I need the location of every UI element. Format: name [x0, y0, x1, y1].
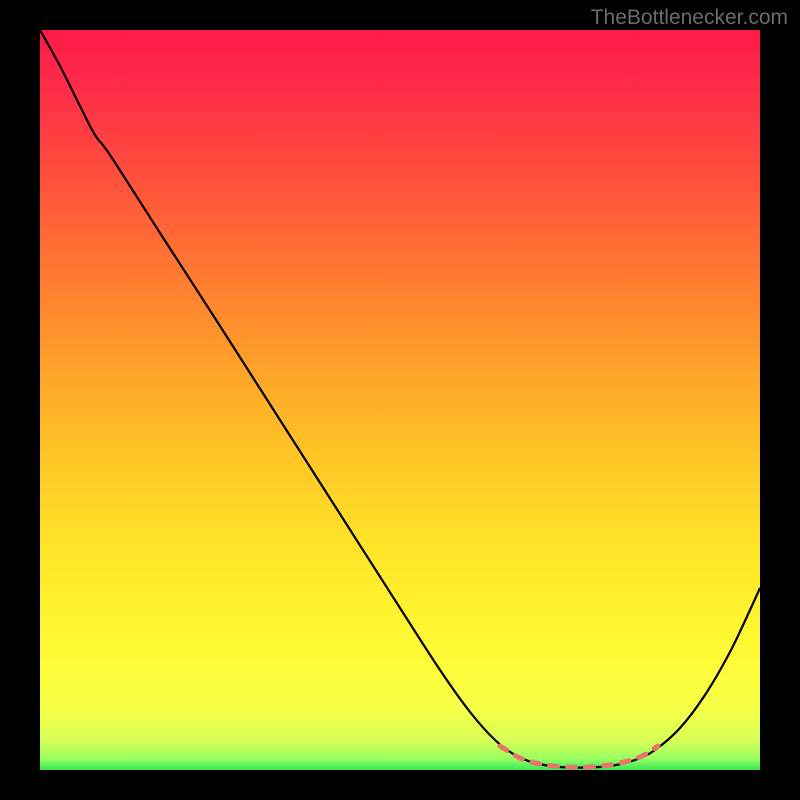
chart-plot-area: [40, 30, 760, 770]
bottleneck-curve: [40, 30, 760, 768]
bottom-accent-curve: [500, 746, 658, 767]
chart-curve-layer: [40, 30, 760, 770]
watermark-text: TheBottlenecker.com: [591, 6, 788, 30]
